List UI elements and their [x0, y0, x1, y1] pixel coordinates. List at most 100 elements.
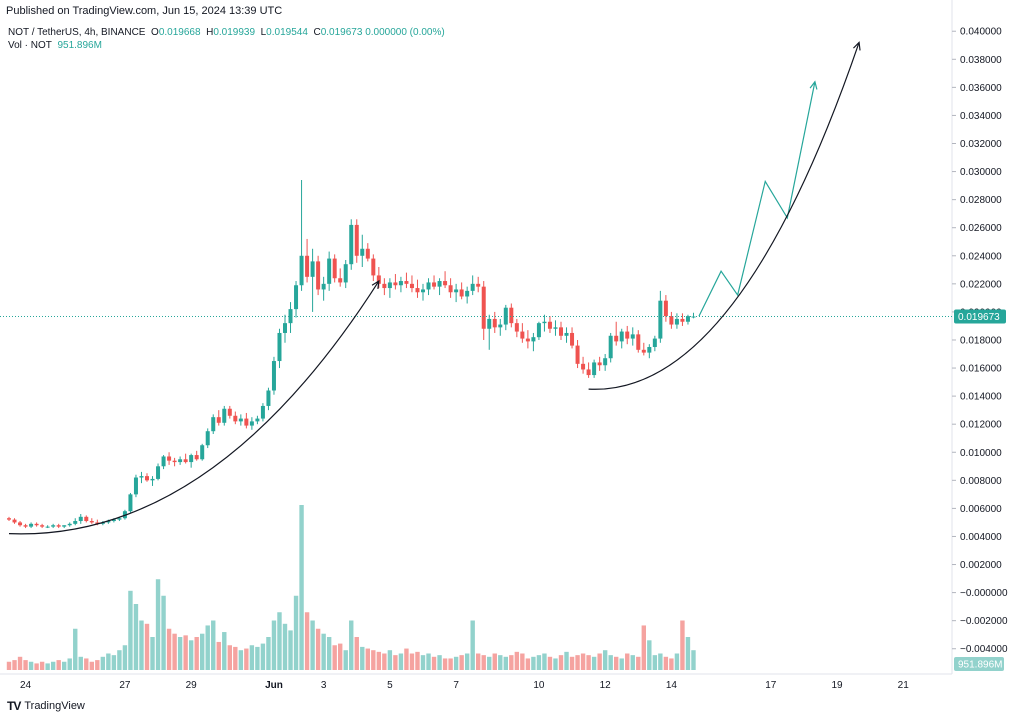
candle-body [51, 525, 56, 527]
candle-body [415, 288, 420, 293]
candle-body [437, 281, 442, 287]
projection-path [698, 81, 816, 317]
volume-bar [597, 653, 602, 670]
time-tick-label: 17 [765, 680, 777, 691]
change-value: 0.000000 (0.00%) [365, 27, 445, 38]
candle-body [647, 347, 652, 353]
volume-bar [514, 651, 520, 670]
volume-bar [564, 651, 569, 670]
candle-body [586, 369, 591, 376]
candle-body [376, 275, 381, 284]
candle-body [614, 335, 619, 342]
volume-bar [614, 656, 619, 670]
volume-bar [222, 632, 227, 670]
volume-bar [266, 637, 271, 670]
volume-bar [73, 628, 78, 670]
candle-body [139, 476, 144, 478]
candle-body [12, 519, 17, 523]
volume-bar [321, 633, 326, 670]
candle-body [393, 282, 398, 286]
volume-bar [591, 656, 597, 670]
volume-bar [625, 653, 630, 670]
candle-body [619, 331, 624, 342]
candle-body [570, 332, 575, 346]
candle-body [470, 283, 475, 291]
volume-bar [122, 645, 128, 670]
volume-bar [39, 661, 45, 670]
candle-body [575, 345, 580, 364]
volume-bar [111, 655, 117, 670]
volume-bar [78, 656, 83, 670]
candle-body [249, 421, 254, 426]
volume-bar [602, 650, 608, 670]
volume-bar [404, 648, 409, 670]
time-tick-label: 21 [898, 680, 910, 691]
low-label: L [260, 27, 267, 38]
candle-body [205, 431, 210, 446]
candle-body [354, 224, 359, 256]
volume-bar [12, 660, 17, 670]
volume-bar [139, 620, 144, 670]
candle-body [685, 316, 690, 322]
volume-bar [233, 646, 238, 670]
candle-body [382, 283, 387, 289]
last-price-badge [954, 309, 1006, 324]
time-tick-label: 29 [186, 680, 198, 691]
price-tick-label: 0.030000 [960, 167, 1002, 178]
time-tick-label: 3 [321, 680, 327, 691]
candle-body [283, 323, 287, 333]
candle-body [443, 281, 448, 286]
volume-bar [106, 653, 111, 670]
price-tick-label: 0.016000 [960, 364, 1002, 375]
volume-bar [398, 653, 404, 670]
candle-body [531, 337, 536, 342]
volume-legend-row: Vol · NOT 951.896M [8, 39, 445, 52]
candle-body [542, 321, 547, 324]
volume-bar [288, 630, 293, 670]
candle-body [222, 408, 227, 423]
candle-body [95, 522, 100, 524]
candle-body [161, 456, 166, 467]
price-tick-label: 0.018000 [960, 335, 1002, 346]
price-tick-label: 0.008000 [960, 476, 1002, 487]
volume-bar [647, 640, 652, 670]
candle-body [360, 248, 365, 256]
volume-bar [50, 661, 56, 670]
volume-bar [437, 655, 442, 670]
volume-bar [586, 655, 591, 670]
candle-body [305, 255, 310, 277]
candle-body [448, 285, 453, 293]
volume-bar [575, 655, 580, 670]
volume-bar [326, 637, 332, 670]
volume-bar [503, 656, 508, 670]
volume-bar [691, 650, 696, 670]
candle-body [503, 307, 508, 325]
volume-bar [442, 658, 448, 670]
volume-value: 951.896M [57, 40, 102, 51]
time-tick-label: 10 [533, 680, 545, 691]
time-tick-label: 12 [600, 680, 612, 691]
volume-bar [28, 661, 34, 670]
candle-body [255, 418, 260, 422]
volume-bar [211, 620, 216, 670]
volume-bar [409, 653, 415, 670]
volume-bar [685, 637, 691, 670]
candle-body [525, 338, 530, 342]
candle-body [564, 332, 569, 336]
volume-bar [498, 655, 503, 670]
volume-bar [155, 579, 161, 670]
tradingview-brand: TV TradingView [7, 699, 85, 713]
price-tick-label: 0.032000 [960, 139, 1002, 150]
trend-arrowhead [853, 41, 861, 51]
volume-bar [641, 625, 646, 670]
candle-body [183, 459, 188, 463]
volume-bar [277, 612, 282, 670]
time-tick-label: Jun [265, 680, 283, 691]
candle-body [7, 518, 11, 520]
volume-bar [293, 595, 299, 670]
open-value: 0.019668 [158, 27, 201, 38]
volume-bar [553, 658, 558, 670]
volume-bar [674, 653, 680, 670]
volume-bar [183, 635, 188, 670]
